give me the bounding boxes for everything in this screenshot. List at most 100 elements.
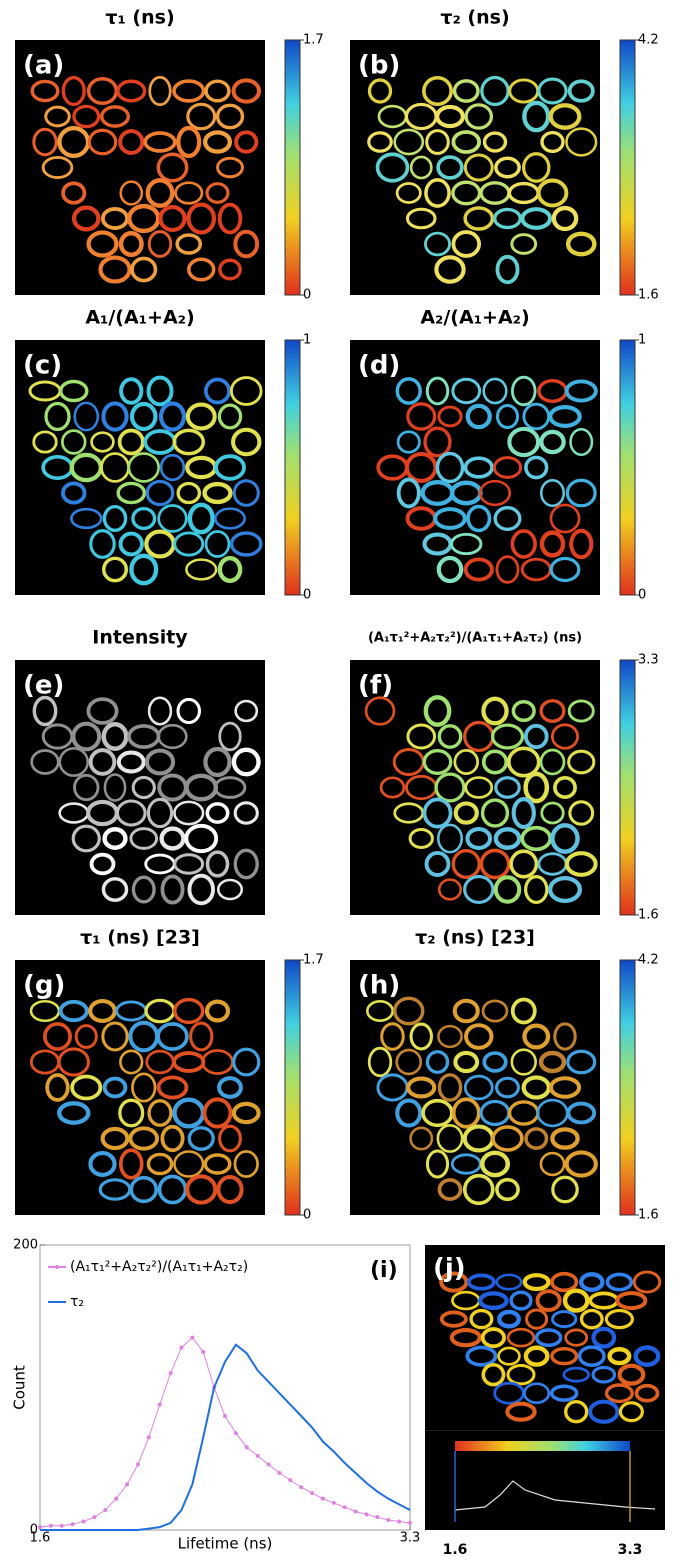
cell-wall (116, 750, 146, 774)
cell-wall (131, 1072, 157, 1103)
cell-wall (147, 1099, 173, 1127)
image-texture (28, 375, 263, 586)
cell-wall (568, 800, 595, 826)
cell-wall (464, 1023, 494, 1050)
cell-wall (548, 405, 582, 428)
cell-wall (189, 1021, 214, 1052)
cell-wall (550, 1346, 579, 1366)
cell-wall (534, 1328, 563, 1347)
cell-wall (562, 1366, 590, 1383)
cell-wall (118, 1098, 145, 1128)
cell-wall (203, 1153, 232, 1175)
cell-wall (579, 1272, 605, 1292)
x-axis-label: Lifetime (ns) (178, 1535, 273, 1553)
cell-wall (451, 130, 482, 154)
cell-wall (506, 1363, 536, 1386)
cell-wall (233, 848, 259, 880)
cell-wall (493, 875, 522, 904)
cell-wall (539, 1151, 566, 1177)
cell-wall (185, 402, 217, 431)
cell-wall (129, 1175, 159, 1204)
cell-wall (509, 849, 539, 879)
cell-wall (453, 801, 479, 825)
cell-wall (375, 152, 410, 183)
cell-wall (186, 102, 217, 131)
cell-wall (41, 155, 74, 180)
cell-wall (423, 426, 452, 458)
cell-wall (73, 773, 100, 802)
cell-wall (217, 403, 243, 430)
cell-wall (539, 530, 566, 558)
cell-wall (482, 1051, 508, 1073)
cell-wall (218, 1124, 242, 1153)
cell-wall (159, 826, 186, 851)
cell-wall (495, 1273, 523, 1291)
series-marker (190, 1335, 195, 1340)
cell-wall (465, 403, 492, 430)
cell-wall (102, 827, 128, 850)
cell-wall (439, 1271, 469, 1293)
cell-wall (86, 230, 119, 258)
cell-wall (203, 130, 232, 154)
cell-wall (425, 129, 450, 155)
cell-wall (129, 401, 158, 432)
cell-wall (233, 801, 259, 825)
colorbar (619, 959, 636, 1216)
cell-wall (566, 1101, 597, 1125)
cell-wall (537, 77, 568, 105)
cell-wall (481, 999, 509, 1023)
cell-wall (58, 379, 89, 403)
cell-wall (396, 477, 421, 509)
cell-wall (57, 1047, 90, 1077)
cell-wall (89, 852, 116, 876)
cell-wall (44, 105, 71, 128)
cell-wall (481, 1362, 506, 1387)
cell-wall (175, 233, 203, 255)
cell-wall (185, 1174, 218, 1205)
cell-wall (229, 376, 263, 406)
cell-wall (463, 1074, 494, 1101)
cell-wall (522, 152, 551, 183)
cell-wall (615, 1291, 648, 1311)
panel-label: (h) (358, 971, 400, 1001)
panel-title: τ₁ (ns) (105, 7, 174, 29)
cell-wall (176, 125, 202, 159)
cell-wall (61, 75, 86, 107)
cell-wall (567, 79, 595, 103)
cell-wall (569, 427, 594, 457)
cell-wall (550, 723, 580, 750)
cell-wall (405, 207, 437, 230)
y-axis-label: Count (11, 1365, 29, 1410)
cell-wall (172, 79, 206, 103)
series-marker (342, 1505, 347, 1510)
series-marker (146, 1435, 151, 1440)
panel-label: (g) (23, 971, 65, 1001)
cell-wall (216, 156, 244, 179)
panel-title: Intensity (92, 627, 188, 649)
cell-wall (497, 1309, 521, 1329)
cell-wall (217, 555, 243, 584)
cell-wall (218, 258, 242, 281)
cell-wall (396, 430, 421, 454)
cell-wall (229, 531, 263, 557)
series-line (40, 1343, 411, 1531)
cell-wall (61, 429, 87, 455)
cell-wall (129, 553, 159, 586)
cell-wall (569, 528, 594, 560)
image-texture (364, 695, 598, 904)
colorbar (284, 39, 301, 296)
cell-wall (437, 724, 463, 749)
cell-wall (30, 749, 60, 775)
panel-label: (f) (358, 671, 393, 701)
series-marker (266, 1462, 271, 1467)
cell-wall (61, 181, 87, 205)
cell-wall (452, 79, 480, 103)
cell-wall (88, 998, 117, 1024)
panel-title: τ₂ (ns) (440, 7, 509, 29)
cell-wall (203, 746, 232, 778)
cell-wall (607, 1347, 632, 1366)
cell-wall (409, 1126, 434, 1151)
cell-wall (422, 75, 453, 107)
cell-wall (617, 1363, 646, 1386)
